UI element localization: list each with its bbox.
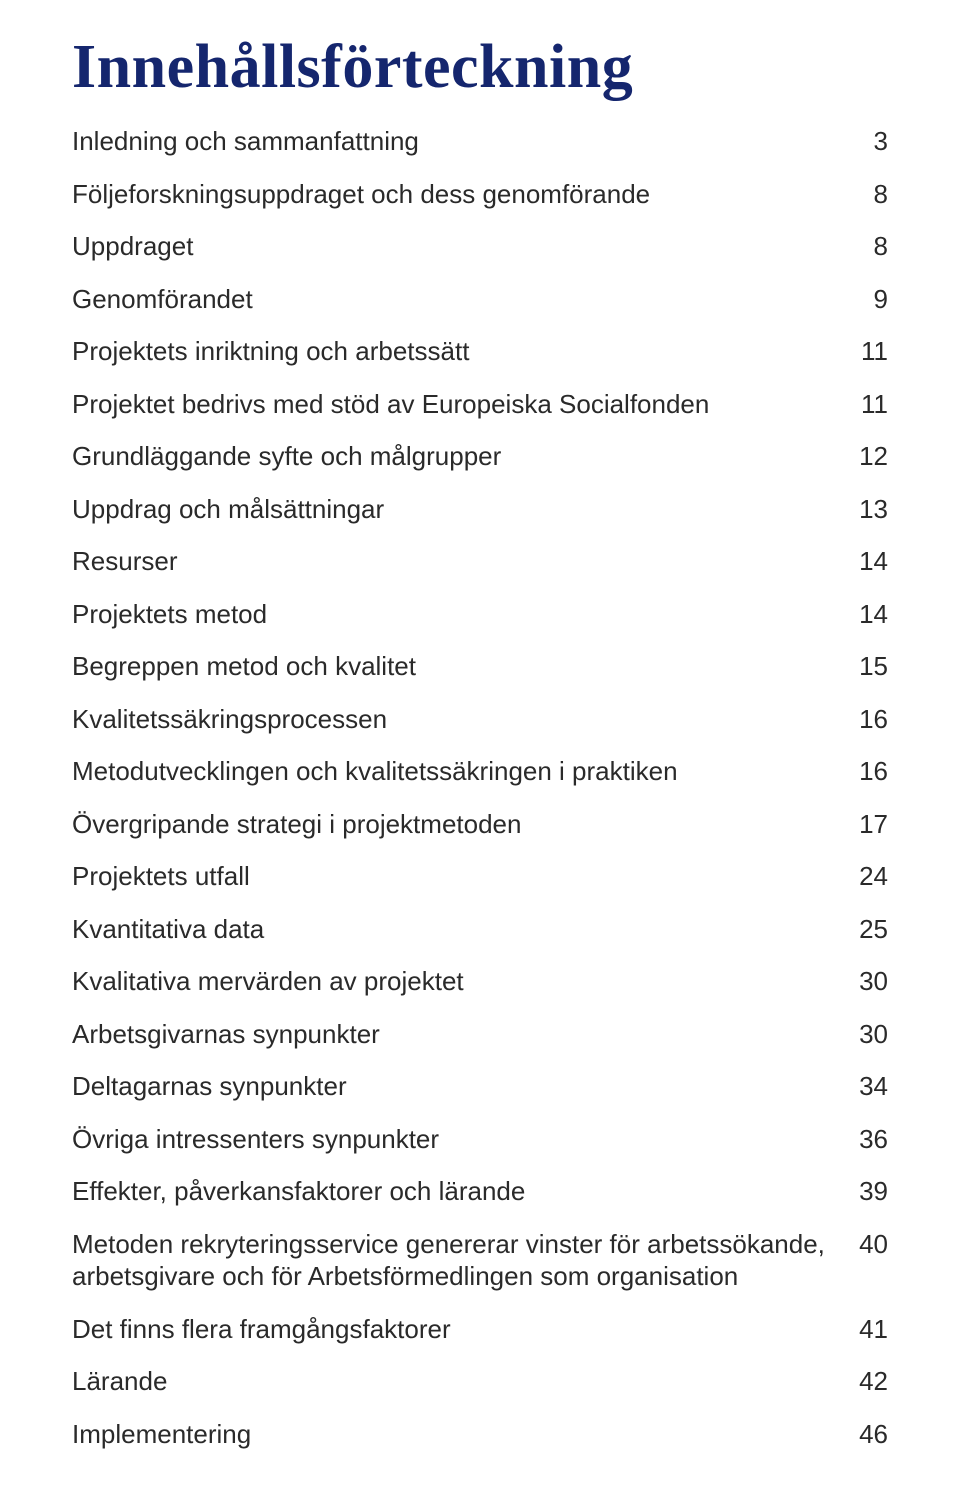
toc-entry-label: Metoden rekryteringsservice genererar vi… [72, 1228, 859, 1293]
toc-entry-page: 41 [859, 1313, 888, 1346]
toc-entry-page: 3 [874, 125, 888, 158]
toc-entry-page: 42 [859, 1365, 888, 1398]
toc-entry-page: 46 [859, 1418, 888, 1451]
toc-entry-label: Kvalitetssäkringsprocessen [72, 703, 859, 736]
toc-entry-label: Resurser [72, 545, 859, 578]
toc-entry-label: Övergripande strategi i projektmetoden [72, 808, 859, 841]
toc-entry-page: 14 [859, 598, 888, 631]
toc-entry-page: 34 [859, 1070, 888, 1103]
toc-entry: Metodutvecklingen och kvalitetssäkringen… [72, 755, 888, 788]
toc-page: Innehållsförteckning Inledning och samma… [0, 0, 960, 1510]
toc-entry-page: 9 [874, 283, 888, 316]
toc-entry-page: 40 [859, 1228, 888, 1261]
toc-entry-label: Projektet bedrivs med stöd av Europeiska… [72, 388, 861, 421]
toc-entry-page: 8 [874, 230, 888, 263]
toc-entry-label: Projektets inriktning och arbetssätt [72, 335, 861, 368]
toc-entry-page: 16 [859, 755, 888, 788]
toc-entry-label: Metodutvecklingen och kvalitetssäkringen… [72, 755, 859, 788]
toc-entry-page: 30 [859, 1018, 888, 1051]
toc-entry: Grundläggande syfte och målgrupper 12 [72, 440, 888, 473]
toc-entry-page: 16 [859, 703, 888, 736]
toc-entry: Följeforskningsuppdraget och dess genomf… [72, 178, 888, 211]
toc-entry-page: 11 [861, 388, 888, 421]
toc-entry-label: Följeforskningsuppdraget och dess genomf… [72, 178, 874, 211]
toc-entry: Projektets metod 14 [72, 598, 888, 631]
toc-entry: Inledning och sammanfattning 3 [72, 125, 888, 158]
toc-entry: Genomförandet 9 [72, 283, 888, 316]
toc-entry: Uppdraget 8 [72, 230, 888, 263]
toc-entry-label: Genomförandet [72, 283, 874, 316]
toc-entry: Effekter, påverkansfaktorer och lärande … [72, 1175, 888, 1208]
toc-entry-label: Grundläggande syfte och målgrupper [72, 440, 859, 473]
toc-entry-page: 11 [861, 335, 888, 368]
toc-entry-label: Kvalitativa mervärden av projektet [72, 965, 859, 998]
toc-entry-label: Inledning och sammanfattning [72, 125, 874, 158]
toc-entry-label: Effekter, påverkansfaktorer och lärande [72, 1175, 859, 1208]
toc-entry-page: 24 [859, 860, 888, 893]
toc-entry: Kvantitativa data 25 [72, 913, 888, 946]
toc-entry: Resurser 14 [72, 545, 888, 578]
toc-entry: Metoden rekryteringsservice genererar vi… [72, 1228, 888, 1293]
toc-entry-label: Arbetsgivarnas synpunkter [72, 1018, 859, 1051]
toc-entry-page: 13 [859, 493, 888, 526]
toc-entry: Deltagarnas synpunkter 34 [72, 1070, 888, 1103]
toc-entry: Projektet bedrivs med stöd av Europeiska… [72, 388, 888, 421]
toc-entry-label: Uppdraget [72, 230, 874, 263]
toc-entry: Projektets utfall 24 [72, 860, 888, 893]
toc-entry-page: 17 [859, 808, 888, 841]
toc-entry: Arbetsgivarnas synpunkter 30 [72, 1018, 888, 1051]
toc-entry-label: Begreppen metod och kvalitet [72, 650, 859, 683]
toc-entry-label: Projektets metod [72, 598, 859, 631]
toc-title: Innehållsförteckning [72, 32, 888, 103]
toc-entry-page: 8 [874, 178, 888, 211]
toc-entry: Lärande 42 [72, 1365, 888, 1398]
toc-entry: Uppdrag och målsättningar 13 [72, 493, 888, 526]
toc-entry-page: 15 [859, 650, 888, 683]
toc-entry: Begreppen metod och kvalitet 15 [72, 650, 888, 683]
toc-entry-page: 36 [859, 1123, 888, 1156]
toc-entry-page: 39 [859, 1175, 888, 1208]
toc-entry-page: 12 [859, 440, 888, 473]
toc-entry: Kvalitativa mervärden av projektet 30 [72, 965, 888, 998]
toc-entry: Övergripande strategi i projektmetoden 1… [72, 808, 888, 841]
toc-entry-page: 30 [859, 965, 888, 998]
toc-entry-label: Övriga intressenters synpunkter [72, 1123, 859, 1156]
toc-entry-label: Projektets utfall [72, 860, 859, 893]
toc-entry-label: Kvantitativa data [72, 913, 859, 946]
toc-entry-page: 25 [859, 913, 888, 946]
toc-entry: Övriga intressenters synpunkter 36 [72, 1123, 888, 1156]
toc-entry-page: 14 [859, 545, 888, 578]
toc-entry-label: Implementering [72, 1418, 859, 1451]
toc-entry: Kvalitetssäkringsprocessen 16 [72, 703, 888, 736]
toc-entry-label: Det finns flera framgångsfaktorer [72, 1313, 859, 1346]
toc-entry-label: Lärande [72, 1365, 859, 1398]
toc-entry: Projektets inriktning och arbetssätt 11 [72, 335, 888, 368]
toc-entry-label: Deltagarnas synpunkter [72, 1070, 859, 1103]
toc-entry: Implementering 46 [72, 1418, 888, 1451]
toc-entry: Det finns flera framgångsfaktorer 41 [72, 1313, 888, 1346]
toc-entry-label: Uppdrag och målsättningar [72, 493, 859, 526]
